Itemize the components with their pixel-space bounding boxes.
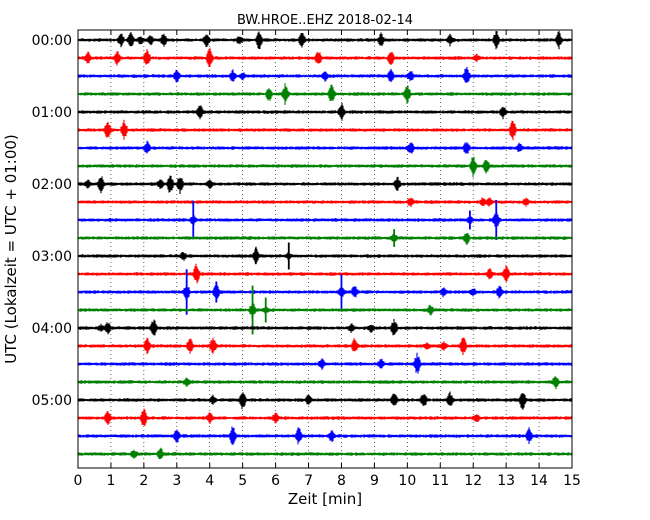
grid [110, 30, 540, 468]
trace-0315 [78, 263, 572, 284]
trace-0515 [78, 408, 572, 426]
x-tick-label: 15 [563, 473, 581, 489]
trace-0500 [78, 391, 572, 410]
y-axis-label: UTC (Lokalzeit = UTC + 01:00) [2, 134, 20, 364]
x-tick-label: 3 [172, 473, 181, 489]
x-axis-ticks: 0 1 2 3 4 5 6 7 8 9 10 11 12 13 14 15 [74, 30, 581, 489]
x-tick-label: 12 [464, 473, 482, 489]
x-tick-label: 5 [238, 473, 247, 489]
trace-0130 [78, 140, 572, 154]
x-tick-label: 4 [205, 473, 214, 489]
y-tick-label: 02:00 [32, 177, 72, 193]
x-tick-label: 6 [271, 473, 280, 489]
trace-0000 [78, 30, 572, 50]
x-tick-label: 13 [497, 473, 515, 489]
traces [78, 30, 572, 459]
x-tick-label: 9 [370, 473, 379, 489]
trace-0415 [78, 337, 572, 355]
x-tick-label: 0 [74, 473, 83, 489]
trace-0400 [78, 319, 572, 336]
trace-0530 [78, 426, 572, 445]
trace-0015 [78, 47, 572, 67]
y-tick-label: 00:00 [32, 33, 72, 49]
x-tick-label: 1 [106, 473, 115, 489]
trace-0345 [78, 302, 572, 318]
x-tick-label: 7 [304, 473, 313, 489]
x-tick-label: 14 [530, 473, 548, 489]
x-tick-label: 8 [337, 473, 346, 489]
y-tick-label: 04:00 [32, 321, 72, 337]
trace-0100 [78, 103, 572, 121]
trace-0145 [78, 156, 572, 178]
y-tick-label: 01:00 [32, 105, 72, 121]
trace-0030 [78, 66, 572, 83]
trace-0115 [78, 119, 572, 141]
trace-0545 [78, 447, 572, 459]
chart-title: BW.HROE..EHZ 2018-02-14 [237, 13, 413, 28]
trace-0430 [78, 352, 572, 374]
x-tick-label: 2 [139, 473, 148, 489]
y-tick-label: 03:00 [32, 249, 72, 265]
trace-0330 [78, 283, 572, 301]
trace-0445 [78, 376, 572, 390]
plot-frame [77, 29, 573, 469]
trace-0200 [78, 175, 572, 194]
trace-0215 [78, 197, 572, 207]
trace-0300 [78, 246, 572, 263]
trace-0245 [78, 233, 572, 245]
x-tick-label: 10 [398, 473, 416, 489]
trace-0045 [78, 83, 572, 105]
y-axis-ticks: 00:00 01:00 02:00 03:00 04:00 05:00 [32, 33, 572, 409]
trace-0230 [78, 212, 572, 230]
y-tick-label: 05:00 [32, 393, 72, 409]
x-axis-label: Zeit [min] [288, 490, 362, 508]
x-tick-label: 11 [431, 473, 449, 489]
